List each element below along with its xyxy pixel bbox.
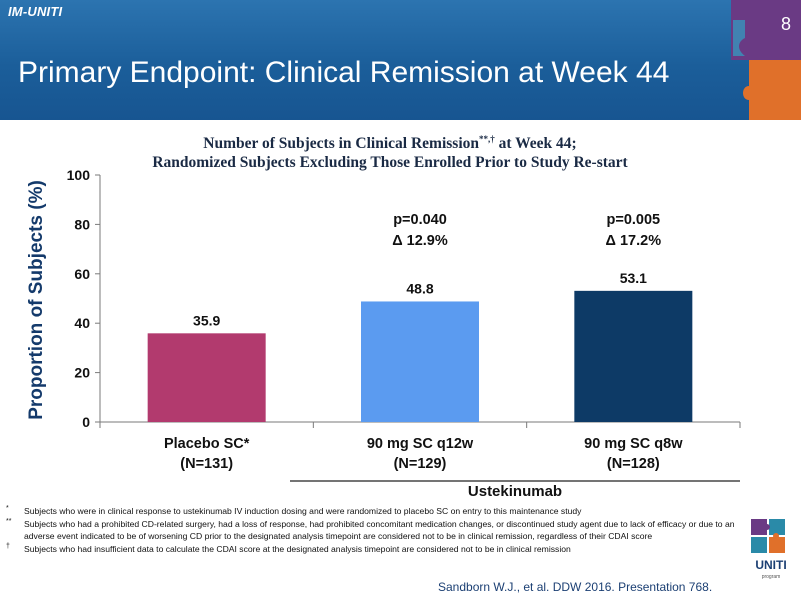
p-value-label: p=0.040 (393, 212, 447, 228)
x-tick-sublabel: (N=128) (607, 456, 660, 472)
puzzle-pieces-icon (731, 0, 801, 120)
x-tick-sublabel: (N=131) (180, 456, 233, 472)
y-tick-label: 40 (74, 315, 90, 331)
chart-title-line2: Randomized Subjects Excluding Those Enro… (152, 154, 628, 172)
y-tick-label: 0 (82, 414, 90, 430)
logo-text: UNITI (755, 558, 786, 572)
data-label: 48.8 (406, 280, 433, 296)
data-label: 35.9 (193, 312, 220, 328)
footnote: ** Subjects who had a prohibited CD-relat… (6, 517, 735, 542)
citation: Sandborn W.J., et al. DDW 2016. Presenta… (438, 580, 713, 594)
y-tick-label: 60 (74, 266, 90, 282)
x-tick-sublabel: (N=129) (394, 456, 447, 472)
bar (361, 301, 479, 422)
chart-title-line1-end: at Week 44; (494, 135, 577, 153)
brand-label: IM-UNITI (8, 4, 63, 19)
footnotes: * Subjects who were in clinical response … (6, 505, 746, 555)
bar-chart: 0 20 40 60 80 100 35.9 Placebo SC* (N=131) 48.8 90… (67, 167, 741, 482)
x-tick-label: 90 mg SC q12w (367, 436, 474, 452)
footnote: † Subjects who had insufficient data to c… (6, 542, 571, 554)
uniti-logo: UNITI program (751, 519, 787, 580)
delta-label: Δ 17.2% (606, 233, 662, 249)
y-tick-label: 100 (67, 167, 91, 183)
delta-label: Δ 12.9% (392, 233, 448, 249)
y-tick-label: 80 (74, 216, 90, 232)
x-tick-label: 90 mg SC q8w (584, 436, 683, 452)
bar (574, 290, 693, 422)
ustekinumab-group-label: Ustekinumab (467, 483, 563, 500)
chart-title: Number of Subjects in Clinical Remission… (90, 130, 690, 172)
y-tick-label: 20 (74, 365, 90, 381)
page-number: 8 (780, 14, 791, 34)
bar (147, 333, 266, 422)
p-value-label: p=0.005 (607, 212, 661, 228)
footnote: * Subjects who were in clinical response … (6, 505, 582, 516)
x-tick-label: Placebo SC* (164, 436, 250, 452)
chart-title-marks: **,† (479, 134, 495, 144)
chart-title-line1: Number of Subjects in Clinical Remission (203, 135, 479, 153)
slide-header: IM-UNITI Primary Endpoint: Clinical Remi… (0, 0, 801, 120)
logo-subtext: program (762, 574, 781, 580)
data-label: 53.1 (620, 270, 647, 286)
slide-title: Primary Endpoint: Clinical Remission at … (18, 56, 670, 89)
